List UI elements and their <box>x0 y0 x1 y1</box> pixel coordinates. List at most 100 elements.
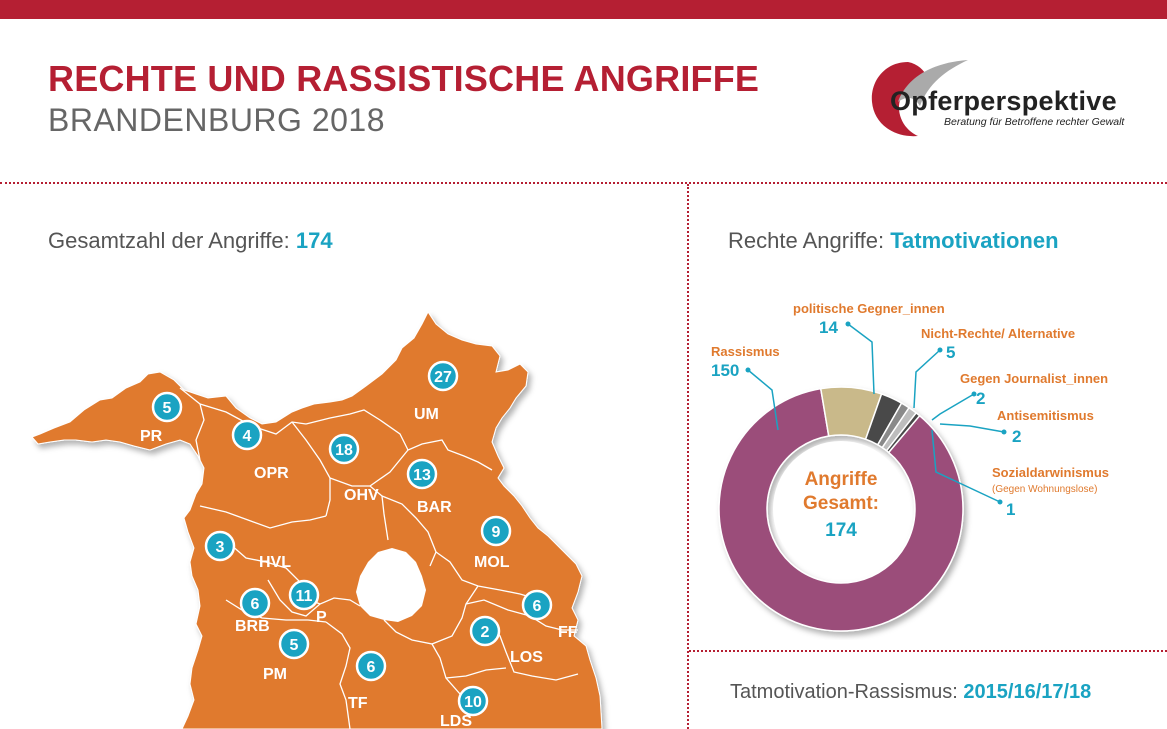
district-los: 2 LOS <box>469 615 543 666</box>
district-count-badge <box>328 433 360 465</box>
district-code: LOS <box>510 649 543 666</box>
motivation-value: Tatmotivationen <box>890 228 1059 253</box>
page-title: RECHTE UND RASSISTISCHE ANGRIFFE <box>48 58 760 99</box>
donut-slices <box>718 386 964 632</box>
slice-label-4: Antisemitismus 2 <box>939 408 1094 446</box>
district-count: 6 <box>251 596 260 613</box>
district-count: 18 <box>335 442 353 459</box>
opferperspektive-logo-icon <box>871 60 968 137</box>
district-bar: 13 BAR <box>406 458 452 516</box>
leader-line <box>747 369 779 431</box>
district-ohv: 18 OHV <box>328 433 379 504</box>
district-pr: 5PR <box>140 391 183 445</box>
slice-value: 2 <box>976 389 985 408</box>
district-code: BAR <box>417 499 452 516</box>
district-count-badge <box>469 615 501 647</box>
slice-value: 2 <box>1012 427 1021 446</box>
leader-dot <box>745 367 751 373</box>
district-count-badge <box>427 360 459 392</box>
vertical-divider <box>687 184 689 729</box>
leader-line <box>847 323 875 395</box>
district-mol: 9 MOL <box>474 515 512 571</box>
district-hvl: 3 HVL <box>204 530 291 571</box>
slice-name: politische Gegner_innen <box>793 301 945 316</box>
district-count-badge <box>406 458 438 490</box>
district-count-badge <box>521 589 553 621</box>
district-count: 27 <box>434 369 452 386</box>
district-count-badge <box>480 515 512 547</box>
racism-years-value: 2015/16/17/18 <box>963 681 1092 703</box>
leader-line <box>931 393 975 421</box>
logo-name: Opferperspektive <box>890 86 1117 116</box>
district-count-badge <box>288 579 320 611</box>
district-ff: 6 FF <box>521 589 578 641</box>
slice-name: Sozialdarwinismus <box>992 465 1109 480</box>
slice-label-5: Sozialdarwinismus (Gegen Wohnungslose) 1 <box>931 429 1109 519</box>
district-count: 10 <box>464 694 482 711</box>
map-landmass <box>31 311 603 729</box>
district-code: HVL <box>259 554 291 571</box>
district-count-badge <box>151 391 183 423</box>
district-count-badge <box>231 419 263 451</box>
motivation-donut-chart: Angriffe Gesamt: 174 Rassismus 150 politis… <box>711 301 1109 632</box>
slice-label-1: politische Gegner_innen 14 <box>793 301 945 395</box>
district-tf: 6 TF <box>348 650 387 712</box>
racism-years-label: Tatmotivation-Rassismus: <box>730 681 964 703</box>
district-code: BRB <box>235 618 270 635</box>
leader-line <box>939 423 1005 433</box>
district-code: PR <box>140 428 163 445</box>
center-label-line2: Gesamt: <box>803 493 879 514</box>
district-count-badge <box>204 530 236 562</box>
slice-name: Gegen Journalist_innen <box>960 371 1108 386</box>
district-p: 11P <box>288 579 327 626</box>
leader-dot <box>845 321 851 327</box>
leader-dot <box>1001 429 1007 435</box>
district-count: 3 <box>216 539 225 556</box>
district-lds: 10 LDS <box>440 685 489 729</box>
total-attacks-heading: Gesamtzahl der Angriffe: 174 <box>48 228 333 254</box>
slice-label-3: Gegen Journalist_innen 2 <box>931 371 1108 421</box>
district-brb: 6 BRB <box>235 587 271 635</box>
district-code: TF <box>348 695 368 712</box>
leader-line <box>913 349 941 409</box>
leader-line <box>931 429 1001 503</box>
slice-label-2: Nicht-Rechte/ Alternative 5 <box>913 326 1075 409</box>
district-count-badge <box>239 587 271 619</box>
top-divider <box>0 182 1167 184</box>
district-code: FF <box>558 624 578 641</box>
slice-name: Nicht-Rechte/ Alternative <box>921 326 1075 341</box>
center-total-value: 174 <box>825 520 857 541</box>
donut-slice-0 <box>718 387 964 632</box>
district-count: 6 <box>533 598 542 615</box>
leader-dot <box>937 347 943 353</box>
slice-label-0: Rassismus 150 <box>711 344 780 431</box>
slice-value: 1 <box>1006 500 1015 519</box>
slice-value: 150 <box>711 361 739 380</box>
district-count-badge <box>355 650 387 682</box>
slice-value: 14 <box>819 318 838 337</box>
district-count: 6 <box>367 659 376 676</box>
district-pm: 5PM <box>263 628 310 683</box>
leader-dot <box>997 499 1003 505</box>
district-count-badge <box>457 685 489 717</box>
district-code: OHV <box>344 487 379 504</box>
top-accent-bar <box>0 0 1167 19</box>
district-code: OPR <box>254 465 289 482</box>
district-opr: 4 OPR <box>231 419 289 482</box>
district-count: 5 <box>290 637 299 654</box>
district-count: 4 <box>243 428 252 445</box>
total-attacks-value: 174 <box>295 228 333 253</box>
logo-tagline: Beratung für Betroffene rechter Gewalt <box>944 116 1125 128</box>
district-code: LDS <box>440 713 472 729</box>
donut-labels: Rassismus 150 politische Gegner_innen 14 Nic… <box>711 301 1109 519</box>
district-um: 27 UM <box>414 360 459 423</box>
page-subtitle: BRANDENBURG 2018 <box>48 102 385 138</box>
racism-years-heading: Tatmotivation-Rassismus: 2015/16/17/18 <box>730 681 1091 704</box>
district-count: 13 <box>413 467 431 484</box>
district-count: 5 <box>163 400 172 417</box>
leader-dot <box>971 391 977 397</box>
total-attacks-label: Gesamtzahl der Angriffe: <box>48 228 296 253</box>
donut-hole <box>773 441 909 577</box>
